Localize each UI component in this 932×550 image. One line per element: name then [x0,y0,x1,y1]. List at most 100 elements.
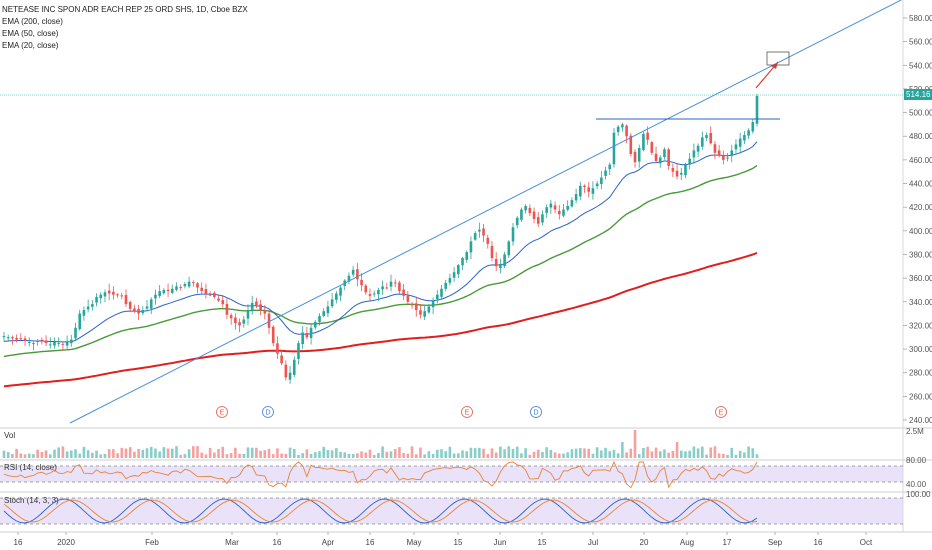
rsi-series [3,460,758,489]
candle-body [671,168,675,172]
candle-body [360,279,363,286]
volume-bar [389,451,393,458]
ema20-line[interactable] [3,141,758,343]
candle-body [549,203,553,208]
candle-body [19,338,23,340]
candle-body [23,338,27,341]
volume-bar [730,447,734,458]
vol-axis-tick: 2.5M [906,427,924,436]
volume-bar [23,454,27,458]
candles [2,93,759,384]
volume-bar [183,454,187,458]
event-marker[interactable] [262,406,274,418]
volume-bar [221,446,225,458]
event-marker[interactable] [216,406,228,418]
candle-body [204,289,208,294]
candle-body [440,288,443,297]
volume-bar [313,452,317,458]
ema200-series [3,251,758,388]
candle-body [709,133,713,144]
candle-body [364,285,368,293]
volume-bar [419,447,422,458]
candle-body [301,332,304,345]
date-tick-label: 2020 [57,538,75,547]
price-tick-label: 380.00 [909,250,932,259]
last-price-badge-bg [904,89,932,100]
candle-body [410,303,414,306]
vol-panel-label[interactable]: Vol [4,431,15,440]
volume-bars [2,430,759,458]
stoch-panel-label[interactable]: Stoch (14, 3, 3) [4,496,59,505]
candle-body [713,144,717,153]
candle-body [667,149,670,166]
candle-body [499,263,502,268]
date-tick-label: Feb [145,538,159,547]
price-tick-label: 280.00 [909,369,932,378]
candle-body [213,292,216,298]
candle-body [566,205,569,210]
volume-bar [600,450,603,458]
candle-body [654,153,658,162]
candle-body [621,124,624,128]
candle-body [520,209,523,220]
volume-bar [208,447,212,458]
ema200-line[interactable] [3,251,758,388]
candle-body [259,304,262,311]
volume-bar [65,451,69,458]
volume-bar [604,447,607,458]
candle-body [444,282,448,289]
volume-bar [225,454,229,458]
candle-body [679,172,683,175]
volume-bar [743,452,746,458]
candle-body [15,337,18,340]
volume-bar [166,448,170,458]
candle-body [625,125,628,137]
candle-body [478,229,481,232]
volume-bar [612,449,616,458]
volume-bar [608,451,612,458]
candle-body [356,269,359,280]
candle-body [335,293,338,300]
stoch-k-line[interactable] [3,498,758,524]
candle-body [32,343,35,345]
rsi-panel-label[interactable]: RSI (14, close) [4,463,57,472]
candle-body [515,217,519,226]
candle-body [423,311,426,317]
volume-bar [356,453,359,458]
candle-body [398,282,401,292]
candle-body [124,294,128,305]
volume-bar [629,448,633,458]
candle-body [570,200,574,207]
volume-bar [297,454,300,458]
last-price-value: 514.16 [906,90,931,99]
candle-body [705,135,708,138]
volume-bar [431,453,435,458]
price-axis[interactable]: 580.00560.00540.00520.00500.00480.00460.… [903,14,932,425]
volume-bar [726,454,729,458]
volume-bar [368,449,372,458]
event-marker[interactable] [530,406,542,418]
date-axis[interactable]: 16 2020 Feb Mar 16 Apr 16 May 15 Jun 15 Jul 20 Aug 17 S… [14,532,873,547]
study-ema200-label[interactable]: EMA (200, close) [2,17,63,26]
stoch-d-line[interactable] [3,499,758,523]
volume-bar [423,454,426,458]
candle-body [103,292,107,297]
event-marker[interactable] [461,406,473,418]
event-marker[interactable] [715,406,727,418]
volume-bar [326,450,330,458]
candle-body [234,317,237,324]
volume-bar [465,451,469,458]
candle-body [225,303,229,315]
target-box[interactable] [766,51,790,66]
ema50-line[interactable] [3,165,758,358]
volume-bar [755,454,759,458]
volume-bar [482,448,485,458]
study-ema20-label[interactable]: EMA (20, close) [2,41,59,50]
rsi-line[interactable] [3,460,758,489]
candle-body [267,313,271,328]
volume-bar [541,451,544,458]
study-ema50-label[interactable]: EMA (50, close) [2,29,59,38]
ema20-series [3,141,758,343]
rising-trendline[interactable] [69,0,905,424]
volume-bar [292,448,296,458]
